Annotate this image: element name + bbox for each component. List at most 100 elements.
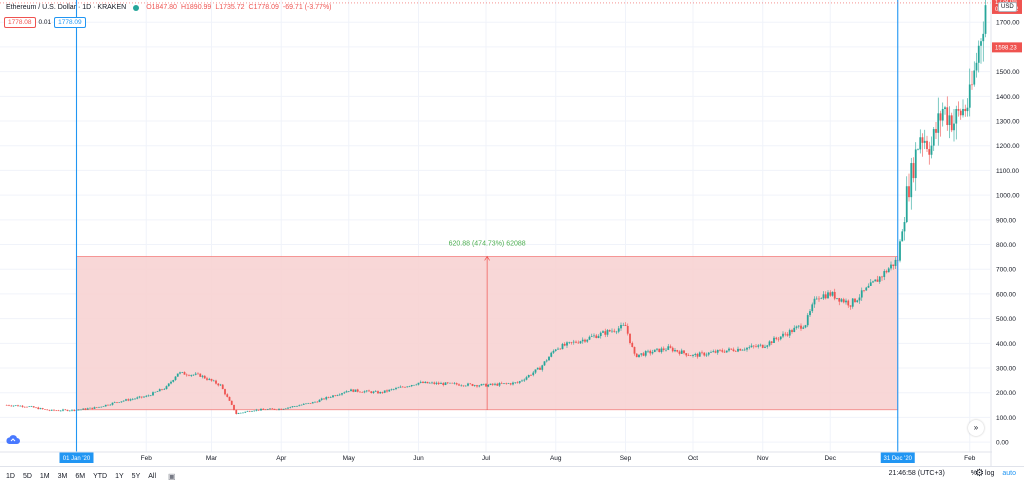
y-tick-label: 0.00 bbox=[996, 440, 1009, 447]
candle-body bbox=[557, 348, 559, 350]
percent-scale-button[interactable]: % bbox=[970, 470, 978, 477]
candle-body bbox=[413, 384, 415, 386]
log-scale-button[interactable]: log bbox=[985, 470, 995, 477]
range-6m-button[interactable]: 6M bbox=[75, 472, 86, 480]
candle-body bbox=[611, 330, 613, 332]
candle-body bbox=[327, 397, 330, 398]
range-1y-button[interactable]: 1Y bbox=[115, 472, 124, 480]
candle-body bbox=[408, 386, 411, 387]
candle-body bbox=[629, 333, 631, 344]
candle-body bbox=[377, 391, 379, 394]
candle-body bbox=[354, 389, 357, 392]
candle-body bbox=[721, 350, 724, 352]
candle-body bbox=[401, 386, 404, 388]
candle-body bbox=[568, 341, 571, 343]
candle-body bbox=[773, 337, 775, 343]
candle-body bbox=[181, 372, 184, 373]
candle-body bbox=[595, 335, 598, 338]
candle-body bbox=[894, 259, 897, 266]
candle-body bbox=[977, 45, 980, 63]
auto-scale-button[interactable]: auto bbox=[1002, 470, 1016, 477]
candle-body bbox=[217, 383, 220, 386]
candle-body bbox=[395, 387, 397, 390]
y-tick-label: 300.00 bbox=[996, 366, 1016, 373]
crosshair-start-label-bg bbox=[59, 452, 94, 463]
candle-body bbox=[498, 383, 501, 386]
candle-body bbox=[95, 407, 98, 408]
candle-body bbox=[930, 145, 933, 155]
candle-body bbox=[203, 375, 206, 379]
candle-body bbox=[109, 404, 112, 406]
gear-icon[interactable]: ⚙ bbox=[975, 468, 984, 479]
candle-body bbox=[17, 405, 19, 407]
candle-body bbox=[959, 110, 962, 116]
range-1m-button[interactable]: 1M bbox=[39, 472, 50, 480]
candle-body bbox=[482, 383, 485, 385]
currency-label[interactable]: USD bbox=[998, 2, 1017, 12]
candle-body bbox=[838, 298, 841, 302]
candle-body bbox=[548, 356, 550, 361]
candle-body bbox=[345, 391, 348, 393]
buy-price-tag[interactable]: 1778.09 bbox=[54, 17, 86, 28]
calendar-icon[interactable]: ▣ bbox=[168, 471, 176, 481]
candle-body bbox=[179, 372, 181, 374]
candle-body bbox=[224, 389, 226, 395]
range-all-button[interactable]: All bbox=[148, 472, 157, 480]
cloud-icon[interactable] bbox=[5, 434, 21, 445]
candle-body bbox=[730, 348, 733, 350]
range-5d-button[interactable]: 5D bbox=[22, 472, 32, 480]
candle-body bbox=[503, 383, 505, 384]
range-ytd-button[interactable]: YTD bbox=[93, 472, 108, 480]
candle-body bbox=[613, 330, 616, 332]
range-3m-button[interactable]: 3M bbox=[57, 472, 68, 480]
candle-body bbox=[494, 383, 496, 385]
candle-body bbox=[356, 389, 359, 392]
candle-body bbox=[55, 410, 58, 412]
candle-body bbox=[35, 407, 37, 409]
candle-body bbox=[649, 350, 652, 354]
candle-body bbox=[566, 342, 568, 346]
candle-body bbox=[365, 390, 368, 392]
sell-price-tag[interactable]: 1778.08 bbox=[4, 17, 36, 28]
candle-body bbox=[516, 382, 519, 384]
timezone-clock[interactable]: 21:46:58 (UTC+3) bbox=[888, 470, 945, 477]
x-tick-label: Oct bbox=[688, 455, 698, 462]
candle-body bbox=[597, 336, 600, 338]
candle-body bbox=[118, 402, 121, 403]
x-tick-label: Apr bbox=[276, 455, 287, 462]
range-1d-button[interactable]: 1D bbox=[6, 472, 15, 480]
candle-body bbox=[779, 336, 782, 340]
candle-body bbox=[903, 222, 906, 232]
candle-body bbox=[363, 391, 366, 393]
candle-body bbox=[881, 276, 883, 278]
candle-body bbox=[282, 408, 285, 410]
candle-body bbox=[827, 292, 829, 299]
candle-body bbox=[815, 298, 818, 300]
candle-body bbox=[120, 401, 123, 403]
candle-body bbox=[496, 383, 499, 386]
candle-body bbox=[505, 383, 508, 384]
candle-body bbox=[926, 140, 928, 150]
candle-body bbox=[23, 406, 26, 408]
candle-body bbox=[523, 379, 526, 381]
candle-body bbox=[300, 404, 303, 406]
candle-body bbox=[701, 352, 703, 354]
scroll-to-realtime-icon[interactable]: » bbox=[968, 420, 984, 436]
candle-body bbox=[271, 408, 274, 410]
candle-body bbox=[847, 300, 850, 306]
candle-body bbox=[786, 334, 789, 336]
symbol-legend[interactable]: Ethereum / U.S. Dollar · 1D · KRAKEN O18… bbox=[6, 4, 332, 11]
candle-body bbox=[707, 352, 710, 355]
candle-body bbox=[901, 231, 904, 242]
crosshair-end-label-bg bbox=[880, 452, 915, 463]
y-tick-label: 100.00 bbox=[996, 415, 1016, 422]
candle-body bbox=[678, 351, 681, 354]
range-5y-button[interactable]: 5Y bbox=[131, 472, 141, 480]
candle-body bbox=[307, 402, 310, 404]
candle-body bbox=[696, 353, 699, 357]
candle-body bbox=[806, 315, 809, 326]
candle-body bbox=[865, 287, 868, 291]
candle-body bbox=[289, 407, 292, 408]
candle-body bbox=[480, 384, 483, 386]
price-chart[interactable]: 620.88 (474.73%) 62088 01 Jan '20 31 Dec … bbox=[0, 0, 1024, 466]
